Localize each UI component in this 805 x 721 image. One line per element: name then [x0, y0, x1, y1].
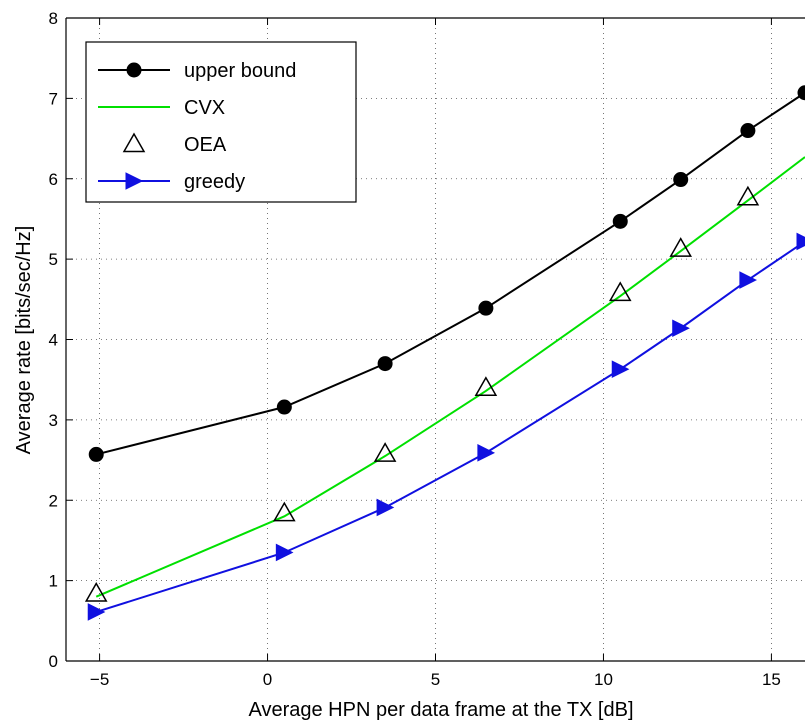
y-tick-label: 3: [49, 411, 58, 430]
data-point-greedy: [672, 319, 690, 338]
legend-label-cvx: CVX: [184, 97, 225, 119]
data-point-upper-bound: [377, 356, 393, 372]
data-point-oea: [669, 237, 693, 257]
legend-label-oea: OEA: [184, 134, 227, 156]
data-point-upper-bound: [740, 123, 756, 139]
data-point-upper-bound: [673, 172, 689, 188]
y-tick-label: 5: [49, 250, 58, 269]
y-tick-label: 7: [49, 89, 58, 108]
x-tick-label: 15: [762, 670, 781, 689]
data-point-greedy: [477, 444, 496, 462]
data-point-greedy: [376, 498, 395, 517]
legend: upper bound CVX OEA greedy: [85, 41, 357, 203]
series-group: [95, 91, 805, 613]
series-line-greedy: [95, 240, 805, 613]
y-tick-label: 2: [49, 491, 58, 510]
y-tick-label: 8: [49, 9, 58, 28]
data-point-oea: [373, 442, 397, 462]
data-point-oea: [273, 501, 296, 522]
data-point-oea: [736, 185, 760, 206]
x-tick-label: 10: [594, 670, 613, 689]
data-point-greedy: [739, 271, 758, 289]
y-axis-label: Average rate [bits/sec/Hz]: [13, 226, 35, 455]
data-point-upper-bound: [797, 85, 805, 101]
y-tick-label: 1: [49, 572, 58, 591]
x-tick-label: 0: [263, 670, 272, 689]
data-point-upper-bound: [478, 300, 494, 316]
data-point-oea: [84, 581, 108, 602]
x-tick-label: 5: [431, 670, 440, 689]
data-point-oea: [474, 376, 498, 396]
x-axis-label: Average HPN per data frame at the TX [dB…: [248, 699, 633, 721]
data-point-upper-bound: [88, 446, 104, 462]
x-tick-label: −5: [90, 670, 109, 689]
legend-label-upper-bound: upper bound: [184, 60, 296, 82]
legend-marker-greedy: [125, 172, 144, 190]
series-line-cvx: [95, 156, 805, 598]
data-point-upper-bound: [276, 399, 292, 415]
data-point-oea: [608, 281, 632, 302]
y-tick-label: 4: [49, 331, 58, 350]
data-point-greedy: [611, 360, 630, 379]
data-point-greedy: [87, 603, 106, 621]
marker-group: [84, 85, 805, 621]
legend-marker-oea: [122, 132, 146, 153]
grid: [66, 17, 805, 662]
legend-marker-upper-bound: [126, 62, 142, 78]
y-tick-label: 0: [49, 652, 58, 671]
data-point-upper-bound: [612, 213, 628, 229]
data-point-greedy: [796, 232, 805, 251]
legend-label-greedy: greedy: [184, 171, 245, 193]
y-tick-label: 6: [49, 170, 58, 189]
axes: −5 0 5 10 15 0 1 2 3 4 5 6 7 8: [49, 9, 805, 689]
data-point-greedy: [275, 543, 294, 562]
series-line-upper-bound: [95, 91, 805, 456]
